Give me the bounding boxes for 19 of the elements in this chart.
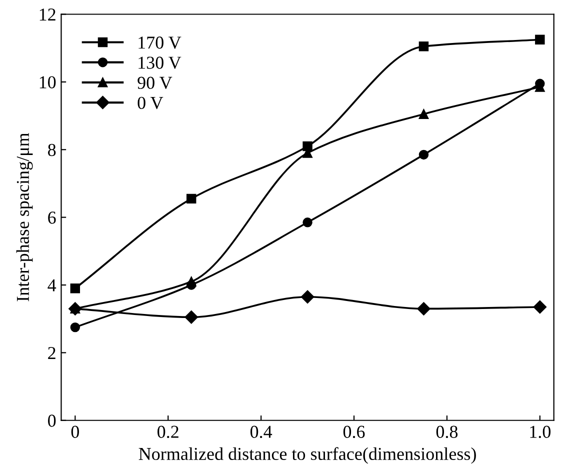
legend-label: 90 V (138, 76, 172, 90)
legend-label: 130 V (138, 56, 182, 69)
x-tick-label: 0.4 (250, 426, 272, 438)
y-tick-label: 0 (48, 414, 56, 427)
y-tick-label: 12 (40, 8, 56, 21)
legend-label: 170 V (138, 36, 182, 49)
y-tick-label: 2 (48, 346, 56, 359)
y-tick-label: 8 (48, 144, 56, 156)
x-tick-label: 1.0 (530, 426, 551, 438)
x-axis-title: Normalized distance to surface(dimensionless) (138, 447, 476, 464)
y-axis-title: Inter-phase spacing/μm (16, 132, 33, 302)
x-tick-label: 0.6 (343, 426, 365, 438)
x-tick-label: 0 (71, 426, 79, 438)
y-tick-label: 4 (48, 279, 56, 292)
legend-label: 0 V (138, 96, 164, 110)
x-tick-label: 0.8 (436, 426, 458, 438)
y-tick-label: 10 (40, 76, 56, 88)
x-tick-label: 0.2 (158, 426, 178, 438)
y-tick-label: 6 (48, 212, 56, 224)
